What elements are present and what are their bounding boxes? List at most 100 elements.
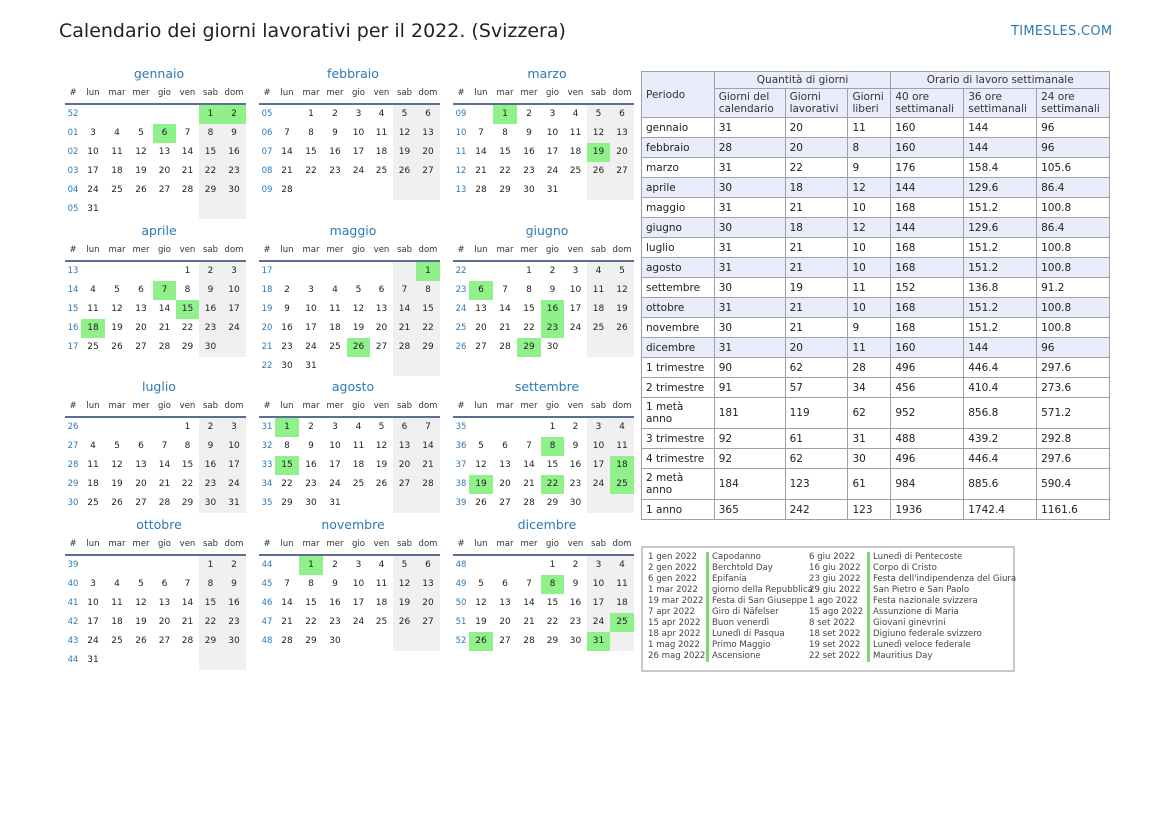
day-cell: 29 — [199, 632, 222, 651]
holiday-day: 16 — [541, 300, 564, 319]
holiday-name: Capodanno — [706, 552, 761, 563]
value-cell: 1161.6 — [1036, 499, 1110, 520]
value-cell: 1742.4 — [963, 499, 1038, 520]
holiday-entry: 19 set 2022 Lunedì veloce federale — [809, 640, 1016, 651]
weekday-header: # — [453, 397, 469, 418]
weekday-header: lun — [275, 397, 299, 418]
day-cell: 25 — [329, 342, 341, 352]
week-number: 41 — [67, 598, 79, 608]
month-days-grid: # lun mar mer gio ven sab dom 05 1 2 3 4 5 6 06 7 8 9 10 11 1… — [259, 84, 445, 200]
day-cell — [176, 200, 199, 219]
day-cell — [105, 105, 129, 124]
day-cell: 21 — [181, 617, 194, 627]
col-header: Giorni del calendario — [713, 88, 786, 118]
day-cell: 18 — [375, 598, 388, 608]
day-cell — [81, 556, 105, 575]
day-cell: 2 — [572, 560, 579, 570]
week-number: 50 — [455, 598, 467, 608]
day-cell: 2 — [526, 109, 532, 119]
value-cell: 91 — [713, 377, 786, 398]
day-cell: 27 — [375, 342, 388, 352]
day-cell: 29 — [281, 498, 293, 508]
value-cell: 18 — [784, 217, 849, 238]
value-cell: 496 — [890, 448, 965, 469]
day-cell: 15 — [416, 300, 440, 319]
value-cell: 242 — [784, 499, 849, 520]
day-cell: 28 — [523, 498, 535, 508]
holiday-day: 7 — [153, 281, 176, 300]
week-number: 35 — [455, 422, 467, 432]
weekly-hours-header: Orario di lavoro settimanale — [890, 71, 1110, 89]
day-cell: 30 — [569, 636, 582, 646]
day-cell — [176, 556, 199, 575]
summary-row: gennaio 31 20 11 160 144 96 — [641, 117, 1110, 138]
week-number: 28 — [67, 460, 79, 470]
weekday-header: sab — [393, 84, 416, 105]
day-cell: 22 — [199, 162, 222, 181]
day-cell: 4 — [572, 109, 579, 119]
day-cell: 17 — [329, 460, 341, 470]
day-cell: 11 — [352, 441, 365, 451]
holiday-day: 1 — [199, 105, 222, 124]
value-cell: 446.4 — [963, 357, 1038, 378]
weekday-header: mer — [323, 84, 347, 105]
day-cell: 16 — [222, 143, 246, 162]
day-cell: 26 — [475, 498, 487, 508]
weekday-header: mer — [517, 397, 541, 418]
month-novembre: novembre # lun mar mer gio ven sab dom 44 1 2 3 4 5 6 45… — [259, 517, 445, 651]
weekday-header: # — [65, 241, 81, 262]
month-name: luglio — [142, 379, 176, 394]
holiday-name: Corpo di Cristo — [867, 563, 937, 574]
month-agosto: agosto # lun mar mer gio ven sab dom 31 1 2 3 4 5 6 7 32 8… — [259, 379, 445, 513]
week-number: 27 — [67, 441, 79, 451]
site-link[interactable]: TIMESLES.COM — [1011, 24, 1113, 39]
day-cell: 1 — [199, 556, 222, 575]
value-cell: 30 — [713, 277, 786, 298]
weekday-header: mer — [323, 241, 347, 262]
day-cell: 18 — [111, 166, 123, 176]
weekday-header: ven — [564, 84, 587, 105]
weekday-header: ven — [564, 535, 587, 556]
weekday-header: dom — [416, 535, 440, 556]
value-cell: 12 — [847, 217, 892, 238]
weekday-header: ven — [564, 397, 587, 418]
day-cell: 24 — [222, 319, 246, 338]
day-cell: 22 — [181, 323, 194, 333]
day-cell: 8 — [502, 128, 508, 138]
value-cell: 292.8 — [1036, 428, 1110, 449]
day-cell: 25 — [569, 166, 582, 176]
day-cell: 11 — [111, 598, 123, 608]
weekday-header: ven — [176, 535, 199, 556]
day-cell: 14 — [158, 460, 171, 470]
day-cell: 17 — [87, 166, 99, 176]
day-cell — [222, 338, 246, 357]
value-cell: 61 — [847, 468, 892, 500]
day-cell: 17 — [569, 304, 582, 314]
day-cell: 5 — [393, 556, 416, 575]
day-cell: 24 — [305, 342, 317, 352]
day-cell: 12 — [135, 147, 147, 157]
holiday-day: 18 — [610, 456, 634, 475]
week-number: 44 — [261, 560, 273, 570]
day-cell — [222, 200, 246, 219]
weekday-header: dom — [610, 397, 634, 418]
day-cell: 28 — [158, 498, 171, 508]
day-cell: 1 — [549, 560, 556, 570]
weekday-header: lun — [275, 535, 299, 556]
day-cell — [105, 418, 129, 437]
week-number: 48 — [455, 560, 467, 570]
day-cell: 14 — [499, 304, 511, 314]
day-cell: 11 — [375, 579, 388, 589]
day-cell — [393, 494, 416, 513]
weekday-header: mar — [493, 535, 517, 556]
day-cell: 28 — [393, 338, 416, 357]
day-cell: 11 — [87, 304, 99, 314]
holiday-entry: 18 apr 2022 Lunedì di Pasqua — [648, 629, 813, 640]
weekday-header: mar — [105, 241, 129, 262]
day-cell: 11 — [610, 437, 634, 456]
holiday-entry: 23 giu 2022 Festa dell'indipendenza del G… — [809, 574, 1016, 585]
day-cell — [347, 494, 370, 513]
weekday-header: gio — [153, 535, 176, 556]
day-cell: 22 — [199, 613, 222, 632]
day-cell: 16 — [305, 460, 317, 470]
